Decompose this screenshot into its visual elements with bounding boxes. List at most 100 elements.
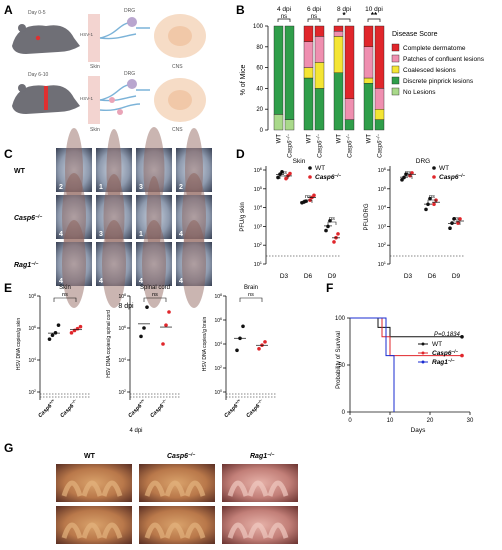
data-point <box>280 170 284 174</box>
sig-label: ns <box>405 170 411 176</box>
intestine-loop <box>227 480 249 497</box>
sig-label: ns <box>311 14 317 20</box>
panel-label: D <box>236 147 245 161</box>
intestine-loop <box>61 480 83 497</box>
data-point <box>276 175 280 180</box>
bar-segment <box>374 88 385 110</box>
dpi-label: 6 dpi <box>307 6 321 13</box>
data-point <box>78 324 83 329</box>
data-point <box>408 173 412 178</box>
chart-spinal-cord: Spinal cord HSV DNA copies/g spinal cord 1… <box>106 285 180 419</box>
bar-segment <box>333 25 344 32</box>
legend-entry: WT <box>439 165 449 172</box>
lesion <box>142 220 166 308</box>
bar-segment <box>363 77 374 84</box>
data-point <box>332 240 336 244</box>
intestine-loop <box>101 522 123 539</box>
sig-bracket <box>427 199 437 203</box>
svg-text:DRG: DRG <box>124 71 135 77</box>
panel-a: A Day 0-5 HSV-1 Skin DRG CNS Day 6-10 HS… <box>4 3 206 133</box>
drg-cell <box>127 79 137 89</box>
legend-marker <box>308 175 312 179</box>
y-axis-label: HSV DNA copies/g spinal cord <box>106 310 112 378</box>
bar-segment <box>344 98 355 120</box>
panel-label: C <box>4 147 13 161</box>
panel-c: C WT 2 1 3 2 Casp6−/− 4 3 1 4 Rag1−/− 4 4 4 4 8 dpi <box>4 127 212 310</box>
dpi-label: 4 dpi <box>277 6 291 13</box>
score-label: 2 <box>59 184 63 191</box>
skin-photo <box>56 242 92 286</box>
data-point <box>284 176 288 181</box>
group-label: Casp6−/− <box>148 397 170 419</box>
tick-label: 102 <box>28 389 36 396</box>
data-point <box>56 323 61 327</box>
legend-entry: Discrete pinprick lesions <box>403 78 474 85</box>
legend-swatch <box>391 65 400 74</box>
lesion <box>182 173 206 261</box>
score-label: 3 <box>139 184 143 191</box>
tick-label: 40 <box>256 86 263 92</box>
tick-label: 102 <box>378 241 387 250</box>
bar-segment <box>374 25 385 89</box>
caption: 4 dpi <box>129 428 142 434</box>
y-axis-label: HSV DNA copies/g brain <box>202 317 208 372</box>
tick-label: 104 <box>214 341 222 348</box>
column-label: Rag1−/− <box>250 452 274 461</box>
svg-text:DRG: DRG <box>124 8 135 14</box>
intestine-photo-grid: WT Casp6−/− Rag1−/− <box>56 452 298 544</box>
caption: 8 dpi <box>118 303 134 310</box>
data-point <box>288 171 292 176</box>
bar-segment <box>363 46 374 79</box>
skin-photo <box>176 242 212 286</box>
genotype-label: WT <box>307 134 313 144</box>
sig-label: ns <box>248 292 254 298</box>
data-point <box>161 342 165 346</box>
x-tick-label: D9 <box>452 273 461 280</box>
sig-bracket <box>451 221 461 225</box>
bar-segment <box>273 114 284 131</box>
legend-entry: WT <box>432 341 442 348</box>
sig-bracket <box>337 18 351 22</box>
intestine-loop <box>164 522 186 539</box>
row-label: Casp6−/− <box>14 214 42 223</box>
legend-entry: WT <box>315 165 325 172</box>
score-label: 4 <box>59 231 63 238</box>
score-label: 4 <box>139 278 143 285</box>
data-point <box>312 193 316 198</box>
sig-bracket <box>307 18 321 22</box>
intestine-loop <box>267 522 289 539</box>
stacked-bars <box>273 25 385 131</box>
panel-e: E Skin HSV DNA copies/g skin 108 106 104 102 n… <box>4 281 276 434</box>
chart-skin: Skin HSV DNA copies/g skin 108 106 104 102 ns C… <box>16 285 90 419</box>
sig-label: ns <box>152 292 158 298</box>
bar-segment <box>344 25 355 100</box>
tick-label: 20 <box>427 418 434 424</box>
infection-dot <box>35 35 41 41</box>
skin-photo-grid: WT 2 1 3 2 Casp6−/− 4 3 1 4 Rag1−/− 4 4 4 4 <box>14 127 212 308</box>
bar-segment <box>374 119 385 131</box>
data-point <box>257 346 261 351</box>
panel-label: F <box>326 281 333 295</box>
intestine-loop <box>164 480 186 497</box>
panel-label: B <box>236 3 245 17</box>
skin-photo <box>56 195 92 239</box>
genotype-label: Casp6−/− <box>285 134 294 158</box>
x-axis-label: Days <box>411 427 427 434</box>
legend: Disease Score Complete dermatome Patches … <box>391 31 485 96</box>
legend-marker <box>421 342 425 346</box>
sig-label: ns <box>429 194 435 200</box>
score-label: 2 <box>179 184 183 191</box>
group-label: Casp6−/− <box>58 397 80 419</box>
tick-label: 103 <box>254 222 263 231</box>
chart-title: Spinal cord <box>140 285 170 291</box>
lesion <box>106 129 122 211</box>
panel-f: F Probability of Survival Days 100 50 00 10… <box>326 281 474 434</box>
y-axis-label: % of Mice <box>240 65 247 96</box>
lesion <box>182 220 206 308</box>
score-label: 4 <box>179 278 183 285</box>
sig-bracket <box>367 18 381 22</box>
data-point <box>410 171 414 175</box>
y-axis-label: PFU/g skin <box>240 202 246 231</box>
legend-marker <box>432 166 436 170</box>
skin-photo <box>96 195 132 239</box>
